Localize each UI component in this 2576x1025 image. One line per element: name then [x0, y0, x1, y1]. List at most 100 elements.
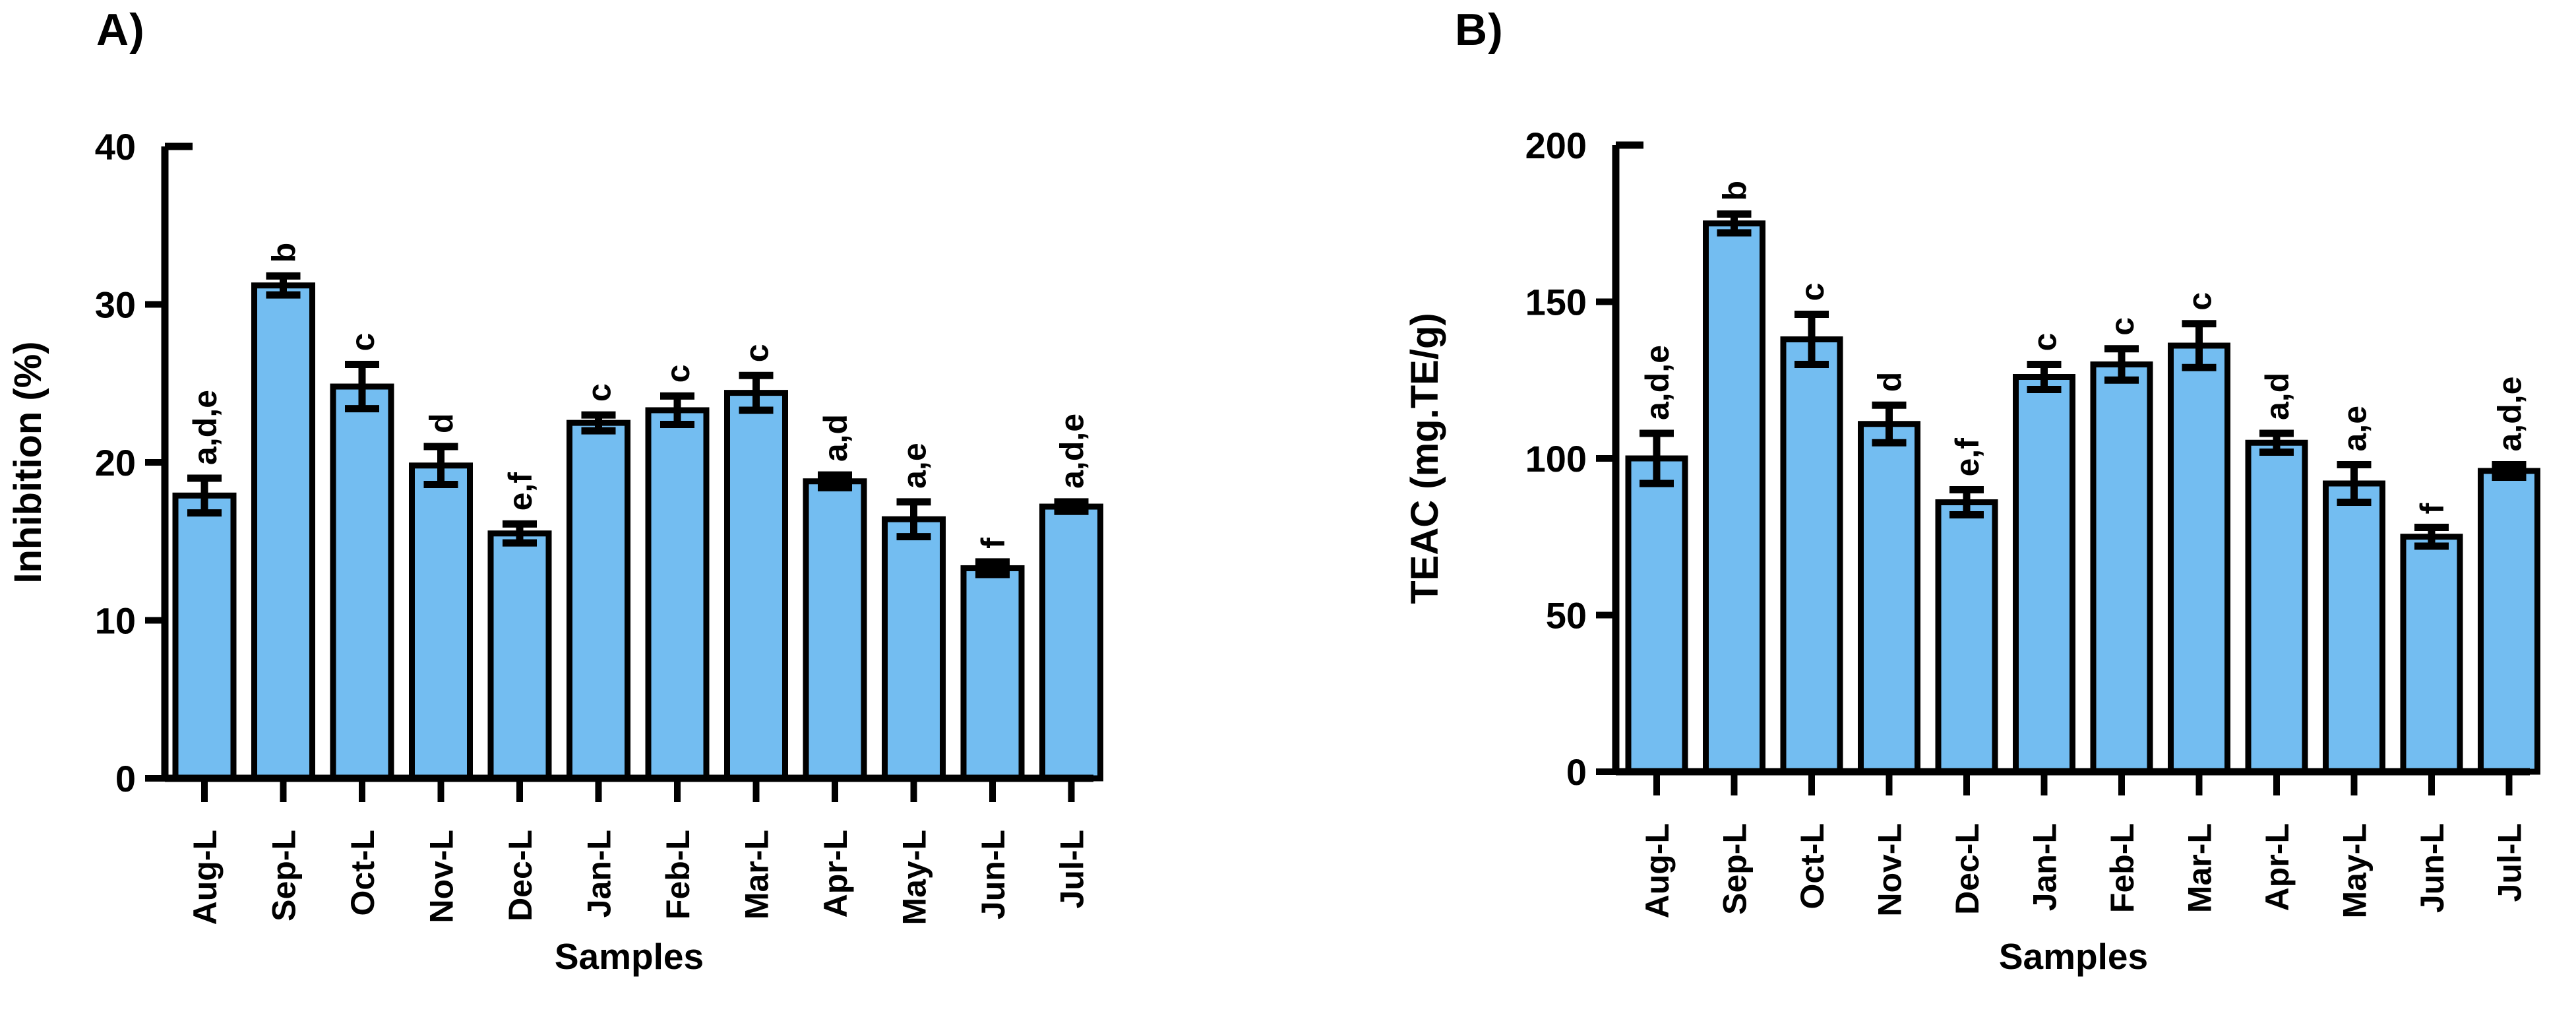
bar-feb-l [645, 407, 710, 782]
panel-b-ylabel: TEAC (mg.TE/g) [1403, 313, 1446, 604]
x-tick-label-aug-l: Aug-L [187, 830, 224, 925]
y-tick-label-150: 150 [1525, 282, 1587, 323]
x-tick-label-mar-l: Mar-L [739, 830, 776, 919]
x-tick-label-jun-l: Jun-L [975, 830, 1012, 919]
error-bar-jul-l [2492, 461, 2527, 481]
bar-jun-l [960, 565, 1025, 782]
sig-letter-oct-l: c [344, 333, 381, 352]
error-bar-aug-l [1640, 429, 1674, 487]
x-tick-label-may-l: May-L [896, 830, 933, 925]
sig-letter-may-l: a,e [896, 443, 933, 489]
bar-feb-l [2090, 361, 2153, 775]
error-bar-jan-l [2027, 361, 2062, 393]
sig-letter-jun-l: f [975, 538, 1012, 549]
sig-letter-jul-l: a,d,e [1054, 414, 1091, 489]
x-tick-label-dec-l: Dec-L [1949, 823, 1986, 915]
panel-a-ylabel: Inhibition (%) [7, 341, 49, 583]
y-tick-label-50: 50 [1546, 595, 1587, 637]
y-tick-label-20: 20 [95, 442, 136, 483]
bar-dec-l [487, 530, 552, 782]
bar-apr-l [803, 478, 867, 782]
bar-jan-l [2013, 374, 2075, 775]
error-bar-sep-l [266, 272, 301, 299]
x-tick-label-apr-l: Apr-L [2259, 823, 2296, 911]
bar-jul-l [1039, 503, 1103, 782]
error-bar-jun-l [975, 558, 1010, 578]
y-tick-label-200: 200 [1525, 125, 1587, 166]
sig-letter-sep-l: b [1717, 181, 1754, 201]
sig-letter-jun-l: f [2414, 503, 2451, 514]
panel-b-title: B) [1455, 5, 1504, 55]
bar-aug-l [1625, 455, 1688, 775]
x-tick-label-apr-l: Apr-L [817, 830, 854, 917]
sig-letter-aug-l: a,d,e [1639, 345, 1676, 420]
bar-nov-l [1858, 421, 1920, 775]
sig-letter-nov-l: d [423, 414, 460, 434]
bar-may-l [882, 516, 946, 782]
sig-letter-sep-l: b [266, 243, 303, 263]
x-tick-label-oct-l: Oct-L [1794, 823, 1831, 910]
error-bar-oct-l [345, 361, 379, 413]
bar-mar-l [724, 390, 788, 782]
error-bar-feb-l [660, 392, 694, 429]
bar-oct-l [330, 383, 394, 782]
bar-sep-l [251, 282, 315, 782]
sig-letter-jan-l: c [581, 383, 618, 402]
error-bar-dec-l [503, 520, 537, 547]
sig-letter-feb-l: c [659, 365, 696, 383]
error-bar-jan-l [581, 411, 616, 435]
error-bar-jun-l [2414, 524, 2449, 550]
x-tick-label-feb-l: Feb-L [659, 830, 696, 919]
bar-sep-l [1703, 220, 1765, 775]
bar-jun-l [2400, 534, 2463, 775]
y-tick-label-0: 0 [1566, 751, 1587, 793]
x-tick-label-jan-l: Jan-L [2027, 823, 2064, 911]
bar-jul-l [2478, 468, 2540, 775]
panel-a-chart: a,d,e Aug-L b Sep-L c Oct-L d Nov-L e,f Dec-L c Jan… [7, 126, 1103, 925]
x-tick-label-may-l: May-L [2337, 823, 2374, 918]
sig-letter-mar-l: c [739, 344, 776, 362]
sig-letter-feb-l: c [2104, 317, 2141, 336]
sig-letter-jul-l: a,d,e [2492, 377, 2529, 452]
sig-letter-aug-l: a,d,e [187, 390, 224, 465]
bar-mar-l [2168, 342, 2230, 775]
sig-letter-dec-l: e,f [1949, 438, 1986, 477]
x-tick-label-sep-l: Sep-L [266, 830, 303, 921]
x-tick-label-mar-l: Mar-L [2182, 823, 2219, 913]
error-bar-mar-l [739, 371, 774, 414]
x-tick-label-jul-l: Jul-L [1054, 830, 1091, 908]
panel-b-chart: a,d,e Aug-L b Sep-L c Oct-L d Nov-L e,f Dec-L c Jan… [1403, 125, 2540, 918]
bar-aug-l [172, 492, 237, 782]
sig-letter-may-l: a,e [2337, 406, 2374, 452]
error-bar-jul-l [1054, 498, 1089, 515]
sig-letter-jan-l: c [2027, 333, 2064, 352]
error-bar-aug-l [187, 474, 222, 517]
x-tick-label-aug-l: Aug-L [1639, 823, 1676, 918]
panel-a-xlabel: Samples [554, 936, 704, 977]
error-bar-apr-l [818, 471, 852, 491]
y-tick-label-40: 40 [95, 126, 136, 168]
sig-letter-oct-l: c [1794, 283, 1831, 301]
bar-jan-l [567, 419, 630, 782]
y-tick-label-100: 100 [1525, 438, 1587, 480]
bar-oct-l [1780, 336, 1843, 775]
panel-b-xlabel: Samples [1998, 936, 2149, 977]
bar-apr-l [2245, 439, 2308, 775]
x-tick-label-feb-l: Feb-L [2104, 823, 2141, 913]
bar-nov-l [409, 462, 473, 782]
x-tick-label-nov-l: Nov-L [423, 830, 460, 923]
panel-a-title: A) [96, 5, 145, 55]
y-tick-label-30: 30 [95, 284, 136, 326]
x-tick-label-dec-l: Dec-L [502, 830, 539, 921]
sig-letter-mar-l: c [2182, 292, 2219, 311]
y-tick-label-0: 0 [115, 758, 136, 799]
error-bar-may-l [896, 498, 931, 541]
error-bar-feb-l [2104, 345, 2139, 384]
y-tick-label-10: 10 [95, 600, 136, 642]
x-tick-label-jun-l: Jun-L [2414, 823, 2451, 913]
error-bar-nov-l [423, 443, 458, 489]
sig-letter-nov-l: d [1872, 372, 1909, 392]
error-bar-sep-l [1717, 210, 1752, 237]
